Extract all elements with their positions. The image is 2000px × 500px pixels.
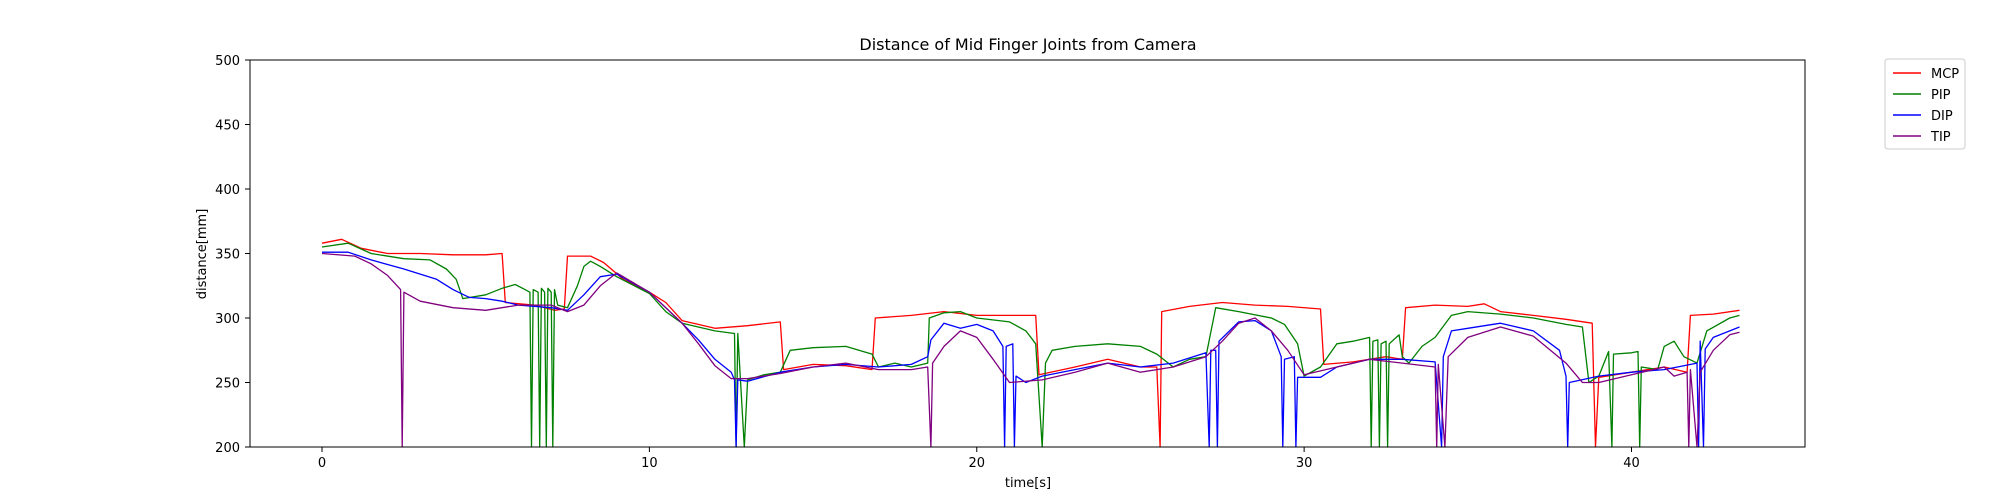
y-tick-label: 200 (215, 441, 240, 456)
y-tick-label: 500 (215, 54, 240, 69)
y-tick-label: 250 (215, 377, 240, 392)
series-line-tip (321, 252, 1740, 448)
plot-area (321, 238, 1740, 448)
x-tick-label: 40 (1623, 456, 1640, 471)
legend-label-mcp: MCP (1931, 67, 1959, 82)
x-axis-label: time[s] (1005, 476, 1051, 491)
y-tick-label: 350 (215, 248, 240, 263)
legend-label-dip: DIP (1931, 109, 1953, 124)
x-axis: 0 10 20 30 40 (318, 447, 1640, 471)
legend-label-tip: TIP (1930, 130, 1951, 145)
legend-label-pip: PIP (1931, 88, 1951, 103)
x-tick-label: 30 (1296, 456, 1313, 471)
y-axis: 200 250 300 350 400 450 500 (215, 54, 250, 456)
series-line-dip (322, 251, 1740, 448)
y-tick-label: 400 (215, 183, 240, 198)
y-tick-label: 300 (215, 312, 240, 327)
series-line-pip (321, 242, 1740, 448)
y-axis-label: distance[mm] (195, 209, 210, 300)
x-tick-label: 20 (968, 456, 985, 471)
x-tick-label: 10 (641, 456, 658, 471)
y-tick-label: 450 (215, 119, 240, 134)
legend: MCP PIP DIP TIP (1884, 58, 1966, 150)
chart-title: Distance of Mid Finger Joints from Camer… (859, 35, 1196, 54)
x-tick-label: 0 (318, 456, 326, 471)
legend-box (1884, 58, 1966, 150)
